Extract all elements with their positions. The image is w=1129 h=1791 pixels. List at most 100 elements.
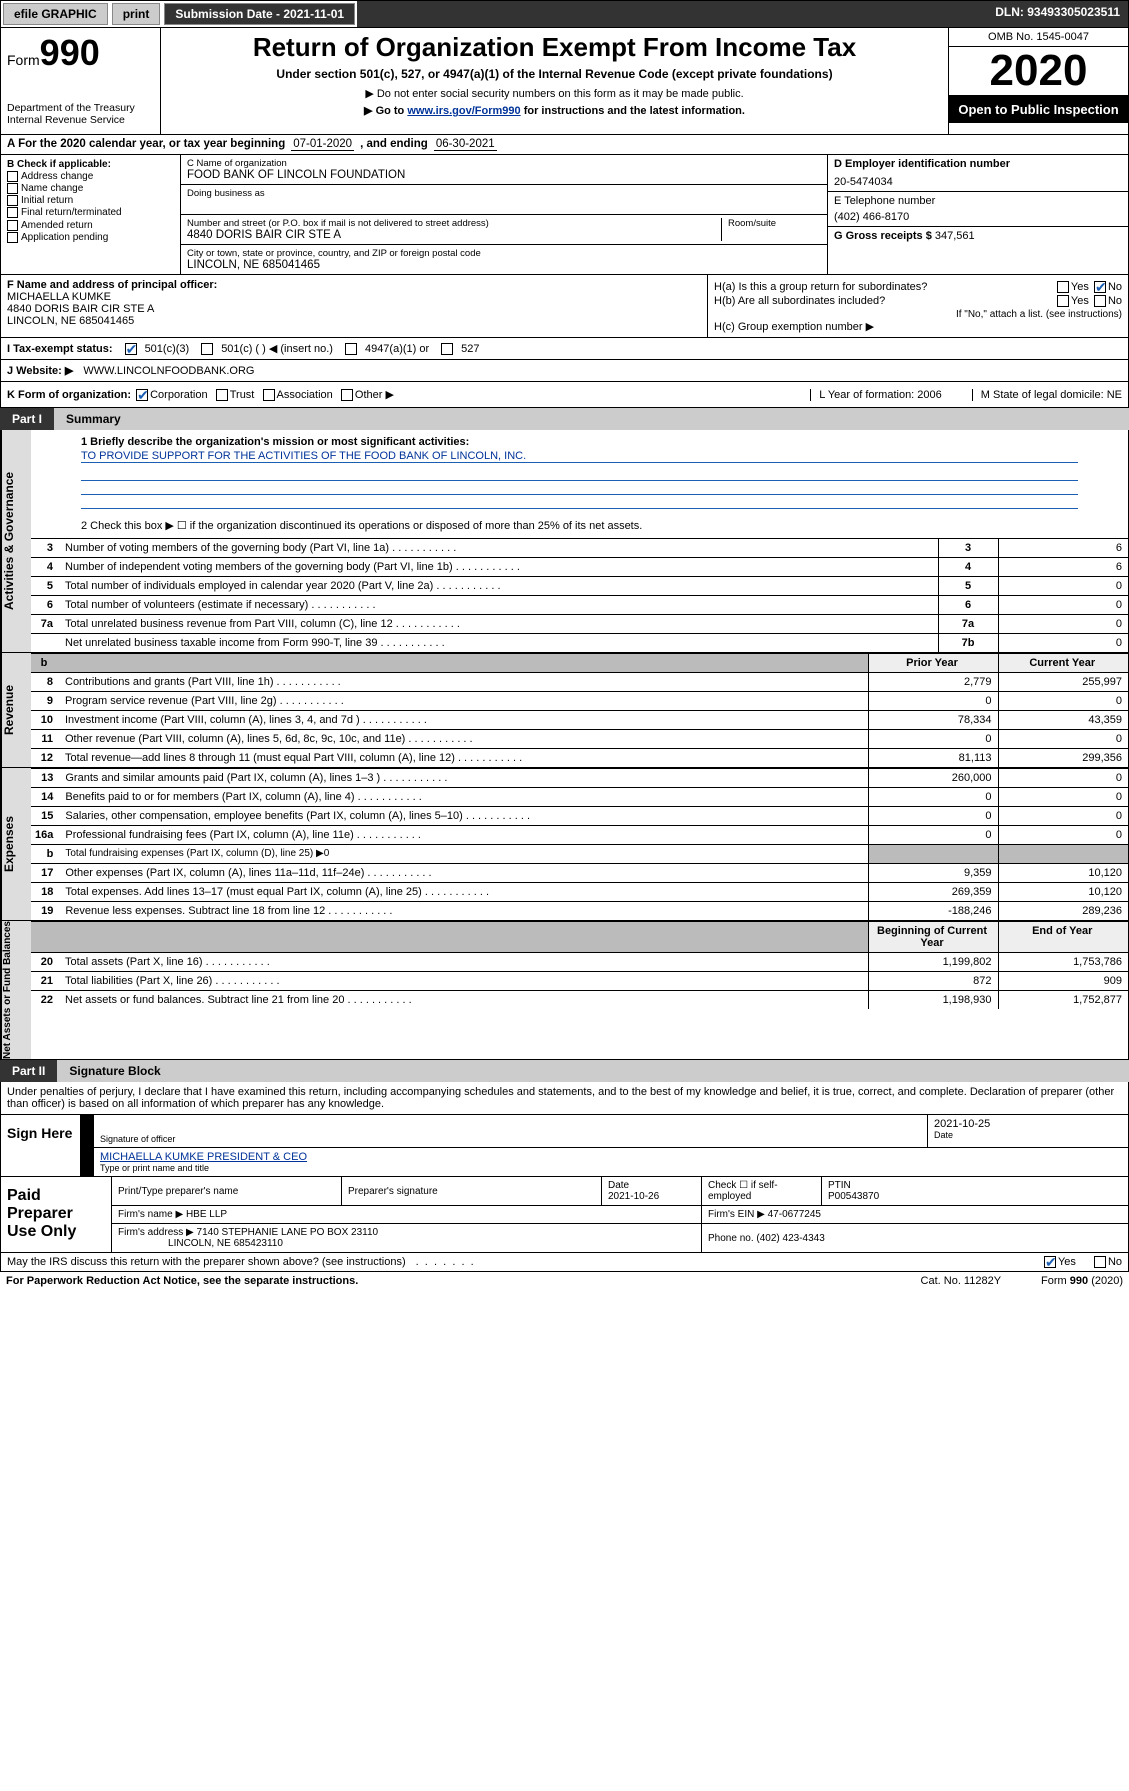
print-button[interactable]: print	[112, 3, 161, 25]
cb-other[interactable]	[341, 389, 353, 401]
form-990-label: Form990	[7, 32, 154, 74]
note-goto: ▶ Go to www.irs.gov/Form990 for instruct…	[171, 104, 938, 117]
opt-assoc: Association	[277, 389, 333, 401]
cb-application-pending[interactable]: Application pending	[7, 232, 174, 243]
cb-association[interactable]	[263, 389, 275, 401]
ptin-label: PTIN	[828, 1180, 851, 1191]
cb-4947[interactable]	[345, 343, 357, 355]
blank-line-3	[81, 495, 1078, 509]
street-value: 4840 DORIS BAIR CIR STE A	[187, 229, 721, 241]
line-1-label: 1 Briefly describe the organization's mi…	[81, 436, 1078, 448]
firm-ein-label: Firm's EIN ▶	[708, 1209, 765, 1220]
vtab-expenses: Expenses	[1, 768, 31, 920]
dba-value	[187, 199, 821, 211]
cb-527[interactable]	[441, 343, 453, 355]
h-b-no[interactable]	[1094, 295, 1106, 307]
firm-ein: 47-0677245	[768, 1209, 821, 1220]
ptin-value: P00543870	[828, 1191, 879, 1202]
cb-name-change[interactable]: Name change	[7, 183, 174, 194]
discuss-no[interactable]	[1094, 1256, 1106, 1268]
box-h: H(a) Is this a group return for subordin…	[708, 275, 1128, 337]
tax-status-label: I Tax-exempt status:	[7, 343, 113, 355]
cb-final-return[interactable]: Final return/terminated	[7, 207, 174, 218]
opt-other: Other ▶	[355, 388, 394, 401]
vtab-net-assets: Net Assets or Fund Balances	[1, 921, 31, 1059]
box-f: F Name and address of principal officer:…	[1, 275, 708, 337]
box-k: K Form of organization: Corporation Trus…	[0, 382, 1129, 408]
firm-name: HBE LLP	[186, 1209, 227, 1220]
sig-name-label: Type or print name and title	[100, 1163, 1122, 1173]
part-ii-tab: Part II	[0, 1060, 57, 1082]
opt-corp: Corporation	[150, 389, 207, 401]
self-employed-label: Check ☐ if self-employed	[702, 1177, 822, 1206]
phone-label: E Telephone number	[834, 195, 1122, 207]
cb-initial-return[interactable]: Initial return	[7, 195, 174, 206]
firm-addr-label: Firm's address ▶	[118, 1227, 194, 1238]
signature-block: Under penalties of perjury, I declare th…	[0, 1082, 1129, 1177]
officer-city: LINCOLN, NE 685041465	[7, 315, 701, 327]
dln-label: DLN: 93493305023511	[987, 1, 1128, 27]
website-label: J Website: ▶	[7, 364, 73, 377]
discuss-yes[interactable]	[1044, 1256, 1056, 1268]
paid-preparer-block: Paid Preparer Use Only Print/Type prepar…	[0, 1177, 1129, 1253]
opt-501c3: 501(c)(3)	[145, 343, 190, 355]
cb-501c[interactable]	[201, 343, 213, 355]
perjury-text: Under penalties of perjury, I declare th…	[1, 1082, 1128, 1114]
expenses-table: 13Grants and similar amounts paid (Part …	[31, 768, 1128, 920]
sig-date-label: Date	[934, 1130, 1122, 1140]
h-b-yes[interactable]	[1057, 295, 1069, 307]
paid-preparer-label: Paid Preparer Use Only	[1, 1177, 111, 1252]
part-i-body: Activities & Governance 1 Briefly descri…	[0, 430, 1129, 1060]
cb-amended-return[interactable]: Amended return	[7, 220, 174, 231]
box-b-title: B Check if applicable:	[7, 159, 174, 170]
part-i-bar: Part I Summary	[0, 408, 1129, 430]
box-j: J Website: ▶ WWW.LINCOLNFOODBANK.ORG	[0, 360, 1129, 382]
city-value: LINCOLN, NE 685041465	[187, 259, 821, 271]
firm-phone-label: Phone no.	[708, 1233, 754, 1244]
h-a-yes[interactable]	[1057, 281, 1069, 293]
h-c-label: H(c) Group exemption number ▶	[714, 320, 1122, 333]
irs-link[interactable]: www.irs.gov/Form990	[407, 105, 520, 117]
prep-sig-label: Preparer's signature	[342, 1177, 602, 1206]
cb-address-change[interactable]: Address change	[7, 171, 174, 182]
year-formation: L Year of formation: 2006	[810, 389, 942, 401]
open-to-public: Open to Public Inspection	[949, 96, 1128, 123]
sig-name[interactable]: MICHAELLA KUMKE PRESIDENT & CEO	[100, 1151, 307, 1163]
period-mid: , and ending	[360, 138, 428, 150]
box-i: I Tax-exempt status: 501(c)(3) 501(c) ( …	[0, 338, 1129, 360]
note2-pre: ▶ Go to	[364, 105, 407, 117]
org-name-label: C Name of organization	[187, 158, 821, 169]
submission-date: Submission Date - 2021-11-01	[164, 3, 355, 25]
officer-label: F Name and address of principal officer:	[7, 279, 701, 291]
ein-value: 20-5474034	[834, 176, 1122, 188]
sig-officer-label: Signature of officer	[100, 1134, 921, 1144]
tax-year: 2020	[949, 47, 1128, 96]
box-b: B Check if applicable: Address change Na…	[1, 155, 181, 274]
officer-row: F Name and address of principal officer:…	[0, 275, 1129, 338]
efile-button[interactable]: efile GRAPHIC	[3, 3, 108, 25]
phone-value: (402) 466-8170	[834, 211, 1122, 223]
opt-527: 527	[461, 343, 479, 355]
paperwork-notice: For Paperwork Reduction Act Notice, see …	[6, 1275, 358, 1287]
street-label: Number and street (or P.O. box if mail i…	[187, 218, 721, 229]
opt-trust: Trust	[230, 389, 255, 401]
blank-line-2	[81, 481, 1078, 495]
form-title: Return of Organization Exempt From Incom…	[171, 32, 938, 63]
discuss-yes-label: Yes	[1058, 1256, 1076, 1268]
dept-label: Department of the Treasury Internal Reve…	[7, 102, 154, 126]
gross-receipts-value: 347,561	[935, 230, 975, 242]
opt-501c: 501(c) ( ) ◀ (insert no.)	[221, 342, 333, 355]
cb-501c3[interactable]	[125, 343, 137, 355]
prep-date-label: Date	[608, 1180, 629, 1191]
cb-corporation[interactable]	[136, 389, 148, 401]
vtab-revenue: Revenue	[1, 653, 31, 767]
form-number: 990	[40, 32, 100, 73]
form-prefix: Form	[7, 52, 40, 68]
cb-trust[interactable]	[216, 389, 228, 401]
opt-4947: 4947(a)(1) or	[365, 343, 429, 355]
h-a-label: H(a) Is this a group return for subordin…	[714, 281, 927, 293]
period-begin: 07-01-2020	[291, 138, 354, 151]
topbar-spacer	[357, 1, 987, 27]
h-a-no[interactable]	[1094, 281, 1106, 293]
h-b-label: H(b) Are all subordinates included?	[714, 295, 885, 307]
